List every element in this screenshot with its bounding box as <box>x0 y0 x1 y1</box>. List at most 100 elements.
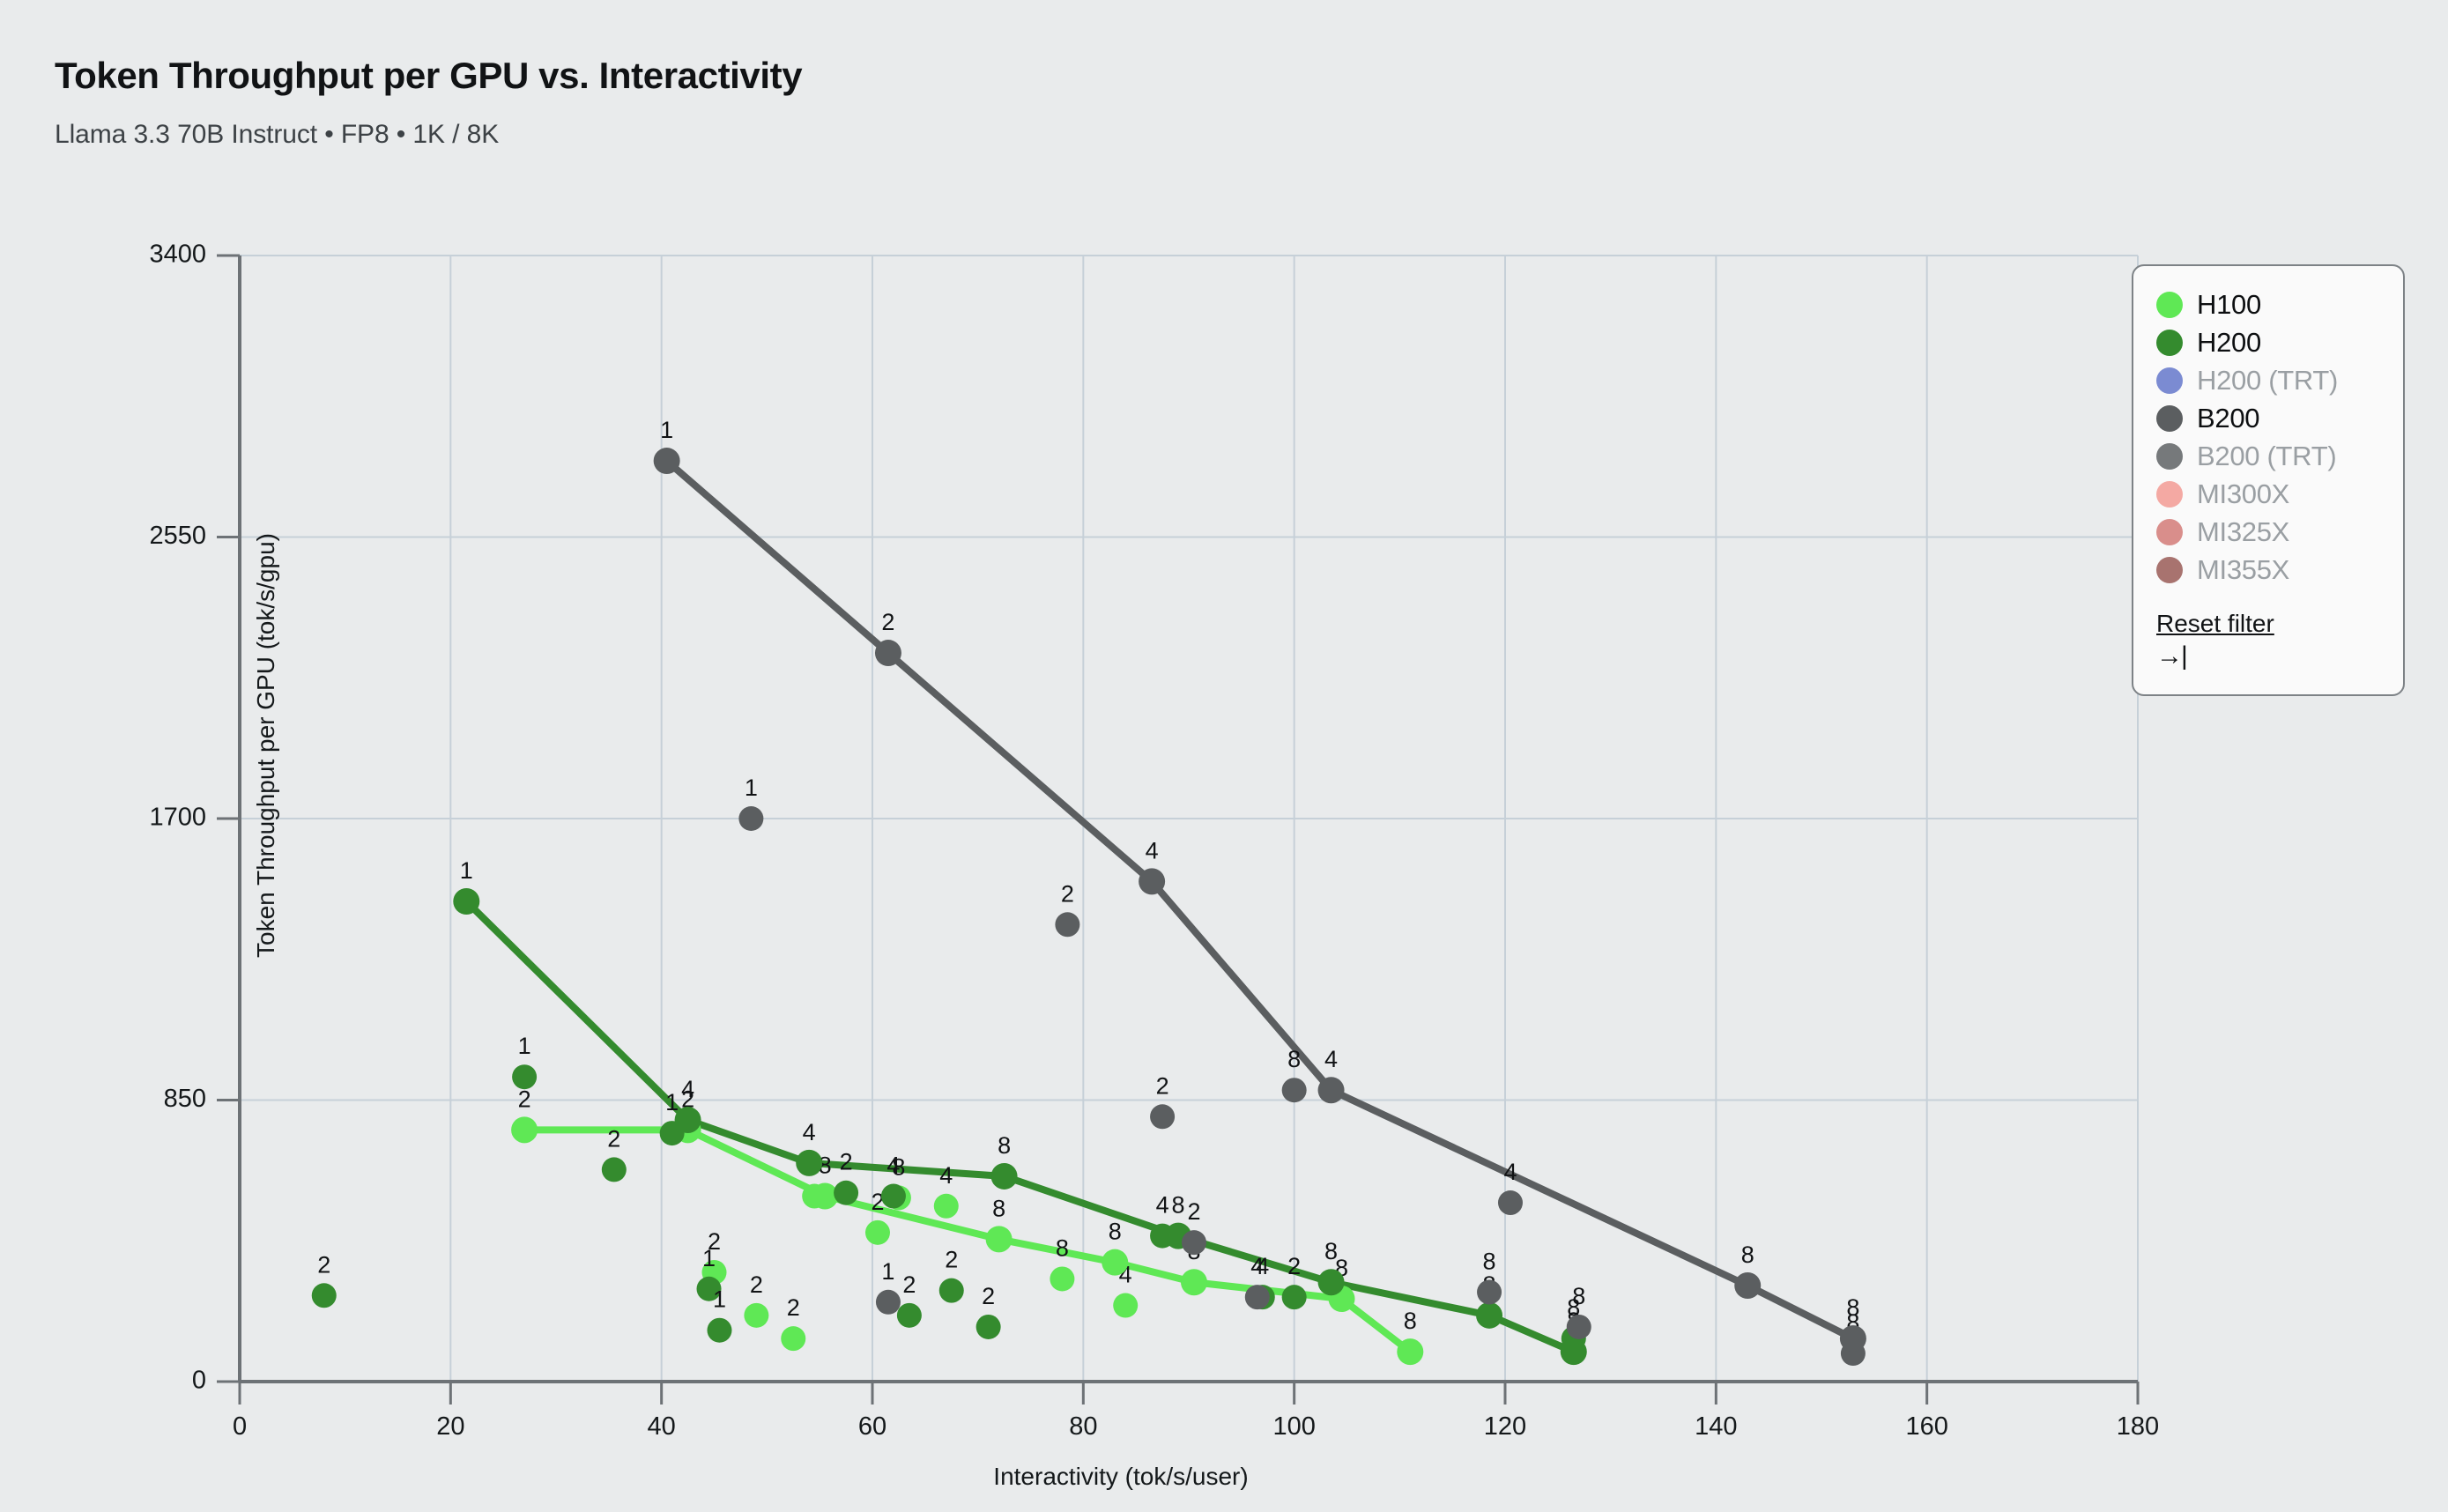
legend-item-h100[interactable]: H100 <box>2156 287 2380 322</box>
data-point-h200[interactable] <box>938 1278 964 1303</box>
data-point-label: 2 <box>1061 880 1074 907</box>
data-point-b200[interactable] <box>1181 1230 1206 1256</box>
data-point-b200[interactable] <box>738 806 764 831</box>
data-point-label: 1 <box>745 775 758 801</box>
x-axis-title: Interactivity (tok/s/user) <box>993 1463 1249 1490</box>
reset-filter-button[interactable]: Reset filter <box>2156 610 2274 637</box>
data-point-h200[interactable] <box>1317 1269 1345 1296</box>
data-point-label: 2 <box>518 1086 531 1112</box>
data-point-label: 8 <box>1324 1238 1338 1264</box>
data-point-h200[interactable] <box>1281 1285 1307 1310</box>
data-point-label: 8 <box>1172 1192 1185 1219</box>
data-point-label: 1 <box>460 857 473 884</box>
data-point-label: 2 <box>881 609 894 635</box>
legend-item-b200[interactable]: B200 <box>2156 401 2380 436</box>
data-point-h200[interactable] <box>975 1314 1001 1339</box>
legend-item-b200-trt[interactable]: B200 (TRT) <box>2156 439 2380 474</box>
data-point-b200[interactable] <box>1244 1285 1270 1310</box>
data-point-h200[interactable] <box>311 1283 337 1308</box>
x-tick-label: 60 <box>858 1412 886 1441</box>
data-point-label: 8 <box>992 1195 1005 1221</box>
data-point-label: 8 <box>1572 1283 1585 1309</box>
data-point-b200[interactable] <box>1566 1314 1591 1339</box>
legend-item-h200[interactable]: H200 <box>2156 325 2380 360</box>
legend-item-mi300x[interactable]: MI300X <box>2156 477 2380 512</box>
data-point-label: 2 <box>945 1247 958 1273</box>
data-point-h100[interactable] <box>1102 1249 1129 1276</box>
data-point-h200[interactable] <box>1560 1338 1587 1366</box>
data-point-h100[interactable] <box>864 1219 890 1245</box>
data-point-label: 8 <box>1404 1308 1417 1334</box>
legend-item-h200-trt[interactable]: H200 (TRT) <box>2156 363 2380 398</box>
data-point-b200[interactable] <box>1150 1104 1176 1130</box>
legend-swatch-icon <box>2156 443 2183 470</box>
legend-item-label: B200 (TRT) <box>2197 441 2337 471</box>
data-point-b200[interactable] <box>1139 868 1166 895</box>
legend-item-label: B200 <box>2197 403 2260 434</box>
data-point-b200[interactable] <box>1281 1078 1307 1103</box>
data-point-label: 1 <box>881 1258 894 1285</box>
data-point-b200[interactable] <box>1477 1279 1502 1305</box>
data-point-h100[interactable] <box>1113 1293 1139 1318</box>
data-point-label: 1 <box>665 1089 679 1115</box>
legend-item-label: MI325X <box>2197 516 2290 547</box>
data-point-h200[interactable] <box>674 1107 701 1134</box>
data-point-label: 2 <box>902 1271 916 1298</box>
chart-plot-area: 0 20 40 60 80 100 120 140 160 180 0 850 1700 2550 3400… <box>149 241 2159 1490</box>
x-tick-label: 80 <box>1069 1412 1097 1441</box>
data-point-h200[interactable] <box>512 1064 538 1090</box>
x-tick-label: 20 <box>436 1412 464 1441</box>
data-point-label: 1 <box>702 1245 716 1271</box>
legend-swatch-icon <box>2156 557 2183 583</box>
data-point-h100[interactable] <box>744 1302 769 1328</box>
data-point-h100[interactable] <box>1050 1266 1075 1292</box>
data-point-label: 8 <box>1483 1249 1496 1275</box>
legend-item-mi355x[interactable]: MI355X <box>2156 552 2380 588</box>
data-point-h200[interactable] <box>880 1183 906 1209</box>
data-point-h200[interactable] <box>696 1276 722 1301</box>
data-point-b200[interactable] <box>1734 1271 1762 1299</box>
data-point-h100[interactable] <box>1397 1338 1424 1366</box>
data-point-label: 1 <box>518 1033 531 1059</box>
data-point-h100[interactable] <box>812 1182 839 1210</box>
data-point-h100[interactable] <box>933 1193 959 1219</box>
data-point-label: 8 <box>1056 1234 1069 1261</box>
data-point-h200[interactable] <box>601 1157 627 1182</box>
data-point-h100[interactable] <box>781 1326 806 1352</box>
data-point-h200[interactable] <box>1476 1301 1503 1329</box>
data-point-b200[interactable] <box>1497 1190 1523 1216</box>
data-point-label: 4 <box>1503 1159 1517 1185</box>
legend-item-label: MI355X <box>2197 554 2290 585</box>
data-point-h200[interactable] <box>707 1317 732 1343</box>
legend-item-label: H200 (TRT) <box>2197 365 2339 396</box>
legend-swatch-icon <box>2156 481 2183 508</box>
data-point-b200[interactable] <box>875 1289 901 1315</box>
reset-arrow-icon[interactable]: →| <box>2156 641 2188 671</box>
page-subtitle: Llama 3.3 70B Instruct • FP8 • 1K / 8K <box>55 120 500 149</box>
legend-panel[interactable]: H100 H200 H200 (TRT) B200 B200 (TRT) MI300X MI… <box>2132 264 2405 696</box>
data-point-b200[interactable] <box>653 448 680 475</box>
data-point-label: 4 <box>1156 1192 1169 1219</box>
data-point-b200[interactable] <box>1317 1077 1345 1104</box>
data-point-label: 4 <box>681 1076 694 1102</box>
legend-item-mi325x[interactable]: MI325X <box>2156 515 2380 550</box>
data-point-label: 2 <box>607 1125 620 1152</box>
data-point-label: 2 <box>840 1149 853 1175</box>
data-point-label: 8 <box>1741 1241 1754 1268</box>
legend-item-label: H200 <box>2197 327 2261 358</box>
data-point-h200[interactable] <box>990 1162 1018 1190</box>
legend-swatch-icon <box>2156 367 2183 394</box>
data-point-b200[interactable] <box>874 640 901 667</box>
data-point-h200[interactable] <box>796 1149 823 1176</box>
scatter-chart: 0 20 40 60 80 100 120 140 160 180 0 850 1700 2550 3400… <box>149 241 2159 1441</box>
data-point-h100[interactable] <box>985 1226 1013 1253</box>
page-title: Token Throughput per GPU vs. Interactivi… <box>55 55 803 96</box>
data-point-b200[interactable] <box>1839 1325 1866 1353</box>
data-point-h200[interactable] <box>834 1180 859 1205</box>
data-point-b200[interactable] <box>1055 912 1080 938</box>
legend-swatch-icon <box>2156 519 2183 545</box>
data-point-h200[interactable] <box>896 1302 922 1328</box>
data-point-h100[interactable] <box>1180 1269 1207 1296</box>
data-point-h200[interactable] <box>453 887 480 915</box>
data-point-h100[interactable] <box>511 1116 538 1144</box>
